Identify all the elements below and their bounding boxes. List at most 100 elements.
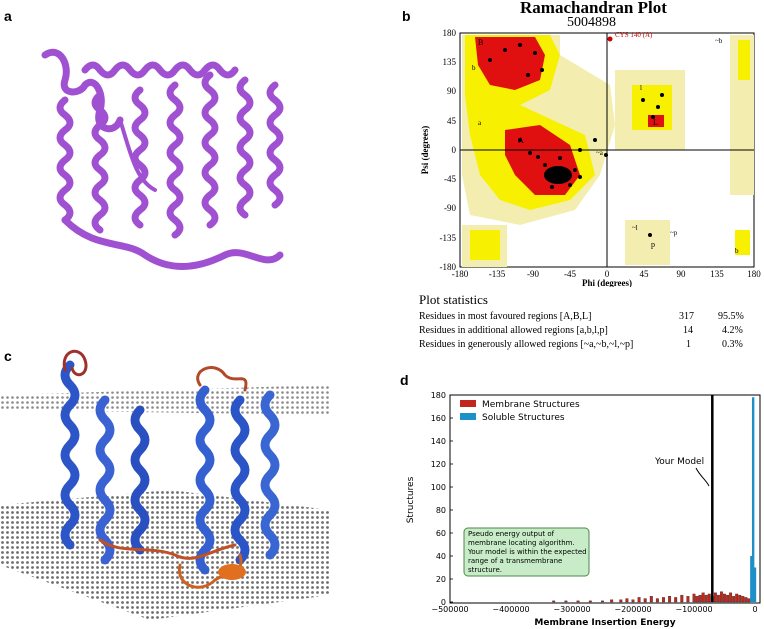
hist-bar-membrane (695, 596, 699, 603)
rama-xtick-label: -180 (452, 269, 469, 279)
hist-ytick-label: 80 (436, 506, 446, 515)
protein-ribbon-image-a (41, 49, 284, 271)
rama-region-label: B (478, 38, 483, 47)
rama-region-label: ~p (670, 229, 678, 237)
insertion-energy-histogram: 0 20 40 60 80 100 120 140 160 180 −500000 −400000 −… (406, 391, 761, 628)
stats-row: Residues in additional allowed regions [… (419, 325, 608, 336)
rama-residue-points (488, 36, 664, 237)
protein-membrane-image-c (0, 349, 330, 620)
stats-row: Residues in most favoured regions [A,B,L… (419, 311, 591, 322)
hist-bar-membrane (729, 592, 733, 603)
rama-region-label: ~b (715, 37, 723, 45)
hist-bar-membrane (735, 593, 739, 603)
stats-row-count: 1 (686, 339, 691, 350)
hist-bar-membrane (610, 599, 614, 603)
hist-bar-membrane (674, 597, 678, 603)
rama-title: Ramachandran Plot (520, 0, 667, 17)
hist-xtick-label: 0 (752, 605, 757, 614)
ramachandran-plot: CYS 140 (A) B b a A ~a ~b p ~p ~l L l b … (420, 28, 762, 287)
panel-label-c: c (4, 348, 12, 364)
hist-bar-membrane (643, 598, 647, 603)
hist-bar-membrane (713, 592, 717, 603)
hist-ytick-label: 180 (431, 391, 446, 400)
legend-swatch-membrane (460, 400, 476, 407)
hist-bar-membrane (649, 596, 653, 603)
your-model-arrow (695, 467, 710, 487)
rama-ytick-label: -45 (444, 174, 456, 184)
rama-ytick-label: 0 (452, 145, 457, 155)
hist-bar-soluble (753, 567, 757, 602)
rama-x-ticks: -180 -135 -90 -45 0 45 90 135 180 (452, 269, 762, 279)
hist-bar-membrane (744, 597, 748, 603)
hist-bar-membrane (723, 593, 726, 603)
hist-bar-membrane (564, 600, 568, 603)
hist-bar-membrane (701, 592, 705, 603)
rama-xtick-label: 90 (677, 269, 687, 279)
rama-region-label: A (518, 136, 524, 145)
hist-bar-membrane (716, 594, 720, 603)
hist-bar-membrane (625, 598, 629, 603)
hist-ytick-label: 40 (436, 552, 446, 561)
rama-region-label: b (735, 247, 739, 255)
rama-region-label: L (653, 118, 658, 127)
hist-xtick-label: −400000 (492, 605, 529, 614)
hist-bar-membrane (704, 594, 708, 603)
rama-subtitle: 5004898 (567, 15, 616, 30)
hist-bar-membrane (732, 596, 736, 603)
rama-xtick-label: 135 (710, 269, 724, 279)
hist-xtick-label: −200000 (614, 605, 651, 614)
rama-ytick-label: 45 (447, 116, 457, 126)
stats-row-label: Residues in most favoured regions [A,B,L… (419, 311, 592, 322)
hist-bar-membrane (707, 593, 711, 603)
rama-region-label: l (640, 84, 642, 92)
rama-ytick-label: 180 (443, 28, 457, 38)
hist-bar-membrane (686, 596, 690, 603)
panel-label-a: a (4, 8, 12, 24)
hist-y-axis-label: Structures (406, 476, 416, 523)
rama-y-ticks: 180 135 90 45 0 -45 -90 -135 -180 (440, 28, 457, 272)
rama-ytick-label: -135 (440, 233, 457, 243)
rama-region-label: a (478, 119, 482, 127)
rama-xtick-label: 180 (747, 269, 761, 279)
rama-region-label: b (472, 64, 476, 72)
rama-ytick-label: -180 (440, 262, 457, 272)
annotation-box (463, 527, 590, 577)
stats-row-count: 14 (683, 325, 693, 336)
hist-bar-soluble (750, 556, 753, 602)
stats-row: Residues in generously allowed regions [… (419, 339, 633, 350)
stats-row-pct: 95.5% (718, 311, 744, 322)
rama-x-axis-label: Phi (degrees) (582, 278, 632, 287)
hist-bar-membrane (619, 599, 623, 603)
hist-bar-membrane (726, 594, 729, 603)
hist-ytick-label: 120 (431, 460, 446, 469)
hist-xtick-label: −100000 (675, 605, 712, 614)
hist-bar-membrane (552, 600, 556, 603)
hist-bar-membrane (668, 596, 672, 603)
rama-y-axis-label: Psi (degrees) (420, 126, 430, 175)
hist-ytick-label: 160 (431, 414, 446, 423)
hist-bar-membrane (692, 593, 696, 603)
rama-region-label: ~l (632, 224, 638, 232)
hist-bar-membrane (698, 594, 702, 603)
protein-loop-highlight (218, 564, 246, 580)
hist-ytick-label: 100 (431, 483, 446, 492)
rama-xtick-label: -135 (489, 269, 506, 279)
hist-bar-membrane (741, 596, 745, 603)
legend-label-soluble: Soluble Structures (482, 413, 565, 423)
rama-region-label: p (651, 240, 655, 249)
hist-bar-membrane (601, 600, 604, 603)
stats-row-count: 317 (679, 311, 694, 322)
rama-ytick-label: 90 (447, 86, 457, 96)
hist-ytick-label: 20 (436, 575, 446, 584)
annotation-text: Pseudo energy output of membrane locatin… (468, 530, 587, 574)
hist-bar-membrane (655, 598, 659, 603)
hist-bar-membrane (719, 591, 723, 603)
hist-xtick-label: −300000 (553, 605, 590, 614)
membrane-lower-plane (0, 490, 330, 620)
stats-row-label: Residues in generously allowed regions [… (419, 339, 634, 350)
rama-ytick-label: 135 (443, 57, 457, 67)
hist-bar-membrane (637, 597, 641, 603)
membrane-upper-plane (0, 385, 330, 415)
rama-region-label: ~a (596, 149, 604, 157)
hist-bar-membrane (576, 600, 580, 603)
